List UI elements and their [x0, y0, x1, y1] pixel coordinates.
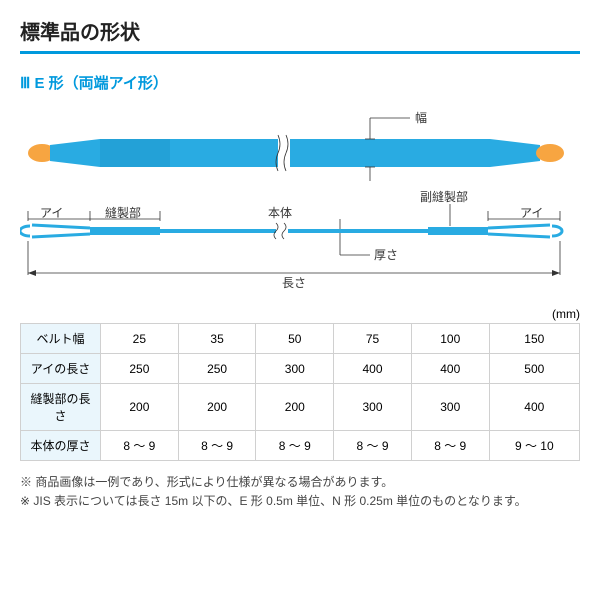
cell: 9 ～ 10: [489, 431, 579, 461]
cell: 150: [489, 324, 579, 354]
eye-label-r: アイ: [520, 206, 543, 220]
unit-label: (mm): [20, 307, 580, 321]
note-1: ※ 商品画像は一例であり、形式により仕様が異なる場合があります。: [20, 473, 580, 492]
cell: 8 ～ 9: [256, 431, 334, 461]
cell: 250: [178, 354, 256, 384]
cell: 200: [101, 384, 179, 431]
cell: 400: [334, 354, 412, 384]
cell: 300: [411, 384, 489, 431]
row-header: アイの長さ: [21, 354, 101, 384]
cell: 400: [489, 384, 579, 431]
cell: 25: [101, 324, 179, 354]
diagram-area: 幅 アイ 縫製部 本体 副縫製部 アイ: [20, 103, 580, 293]
row-header: 縫製部の長さ: [21, 384, 101, 431]
cell: 200: [256, 384, 334, 431]
thickness-label: 厚さ: [374, 248, 398, 262]
spec-table: ベルト幅25355075100150アイの長さ25025030040040050…: [20, 323, 580, 461]
cell: 8 ～ 9: [178, 431, 256, 461]
cell: 300: [256, 354, 334, 384]
cell: 500: [489, 354, 579, 384]
page-title: 標準品の形状: [20, 16, 580, 54]
cell: 8 ～ 9: [334, 431, 412, 461]
cell: 8 ～ 9: [101, 431, 179, 461]
cell: 50: [256, 324, 334, 354]
cell: 8 ～ 9: [411, 431, 489, 461]
width-label: 幅: [415, 110, 427, 125]
sub-sewn-label: 副縫製部: [420, 189, 468, 204]
cell: 75: [334, 324, 412, 354]
sling-diagram: 幅 アイ 縫製部 本体 副縫製部 アイ: [20, 103, 580, 293]
cell: 400: [411, 354, 489, 384]
section-subtitle: Ⅲ E 形（両端アイ形）: [20, 72, 580, 93]
length-label: 長さ: [282, 276, 306, 290]
cell: 200: [178, 384, 256, 431]
row-header: ベルト幅: [21, 324, 101, 354]
cell: 250: [101, 354, 179, 384]
cell: 35: [178, 324, 256, 354]
eye-label-l: アイ: [40, 206, 63, 220]
note-2: ※ JIS 表示については長さ 15m 以下の、E 形 0.5m 単位、N 形 …: [20, 492, 580, 511]
sewn-label: 縫製部: [105, 205, 141, 220]
cell: 300: [334, 384, 412, 431]
notes: ※ 商品画像は一例であり、形式により仕様が異なる場合があります。 ※ JIS 表…: [20, 473, 580, 511]
row-header: 本体の厚さ: [21, 431, 101, 461]
body-label: 本体: [268, 206, 292, 220]
cell: 100: [411, 324, 489, 354]
